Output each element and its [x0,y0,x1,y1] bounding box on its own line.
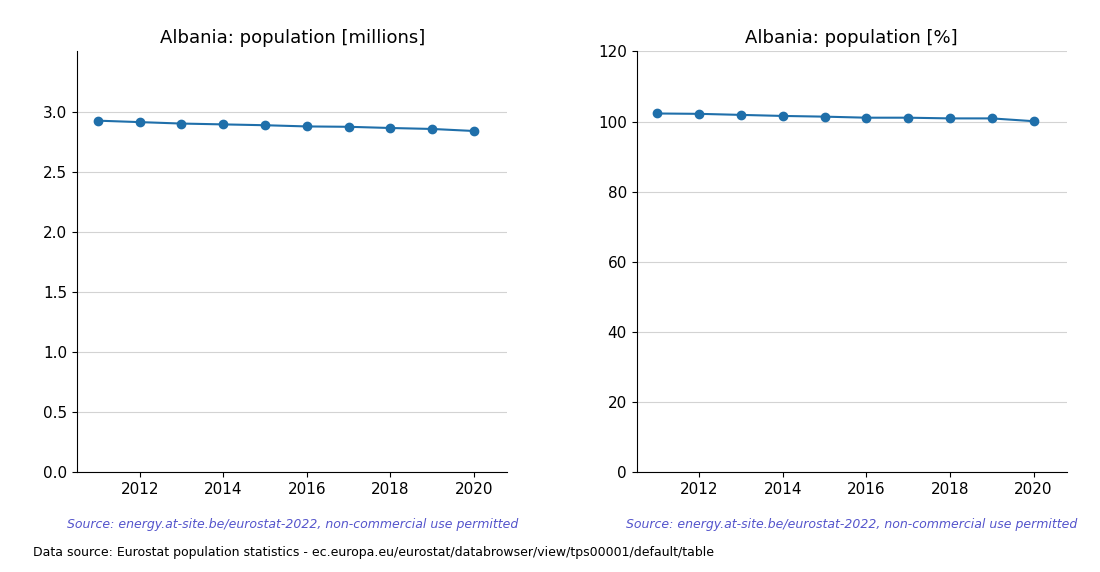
Title: Albania: population [%]: Albania: population [%] [746,29,958,47]
Text: Data source: Eurostat population statistics - ec.europa.eu/eurostat/databrowser/: Data source: Eurostat population statist… [33,546,714,559]
Title: Albania: population [millions]: Albania: population [millions] [160,29,425,47]
Text: Source: energy.at-site.be/eurostat-2022, non-commercial use permitted: Source: energy.at-site.be/eurostat-2022,… [67,518,518,531]
Text: Source: energy.at-site.be/eurostat-2022, non-commercial use permitted: Source: energy.at-site.be/eurostat-2022,… [626,518,1077,531]
